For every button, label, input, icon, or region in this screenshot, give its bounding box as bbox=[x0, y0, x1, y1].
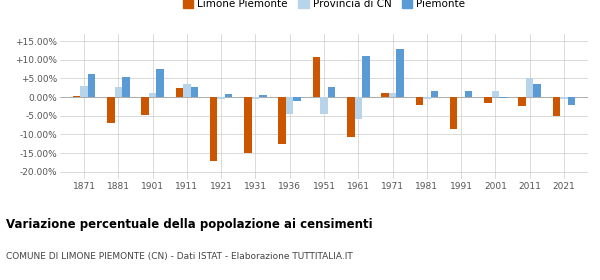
Bar bbox=[115, 87, 122, 97]
Bar bbox=[225, 94, 232, 97]
Bar bbox=[122, 77, 130, 97]
Legend: Limone Piemonte, Provincia di CN, Piemonte: Limone Piemonte, Provincia di CN, Piemon… bbox=[178, 0, 470, 13]
Text: Variazione percentuale della popolazione ai censimenti: Variazione percentuale della popolazione… bbox=[6, 218, 373, 231]
Bar bbox=[389, 93, 397, 97]
Bar bbox=[450, 97, 457, 129]
Bar bbox=[286, 97, 293, 114]
Bar bbox=[73, 96, 80, 97]
Bar bbox=[313, 57, 320, 97]
Bar bbox=[568, 97, 575, 104]
Bar bbox=[526, 78, 533, 97]
Bar bbox=[423, 97, 431, 99]
Bar bbox=[355, 97, 362, 119]
Bar bbox=[381, 93, 389, 97]
Bar bbox=[499, 97, 507, 98]
Bar bbox=[278, 97, 286, 144]
Bar bbox=[293, 97, 301, 101]
Bar bbox=[107, 97, 115, 123]
Bar bbox=[80, 86, 88, 97]
Bar bbox=[217, 97, 225, 99]
Bar bbox=[251, 97, 259, 99]
Bar bbox=[431, 92, 438, 97]
Bar bbox=[560, 97, 568, 99]
Bar bbox=[347, 97, 355, 137]
Bar bbox=[491, 92, 499, 97]
Bar bbox=[244, 97, 251, 153]
Bar bbox=[191, 87, 198, 97]
Bar bbox=[518, 97, 526, 106]
Bar bbox=[328, 87, 335, 97]
Bar bbox=[183, 84, 191, 97]
Bar bbox=[210, 97, 217, 160]
Bar bbox=[88, 74, 95, 97]
Bar bbox=[176, 88, 183, 97]
Bar bbox=[259, 95, 267, 97]
Bar bbox=[533, 84, 541, 97]
Bar bbox=[157, 69, 164, 97]
Bar bbox=[149, 93, 157, 97]
Bar bbox=[320, 97, 328, 114]
Bar bbox=[465, 92, 472, 97]
Text: COMUNE DI LIMONE PIEMONTE (CN) - Dati ISTAT - Elaborazione TUTTITALIA.IT: COMUNE DI LIMONE PIEMONTE (CN) - Dati IS… bbox=[6, 252, 353, 261]
Bar bbox=[141, 97, 149, 115]
Bar bbox=[416, 97, 423, 104]
Bar bbox=[553, 97, 560, 116]
Bar bbox=[397, 48, 404, 97]
Bar bbox=[362, 56, 370, 97]
Bar bbox=[484, 97, 491, 103]
